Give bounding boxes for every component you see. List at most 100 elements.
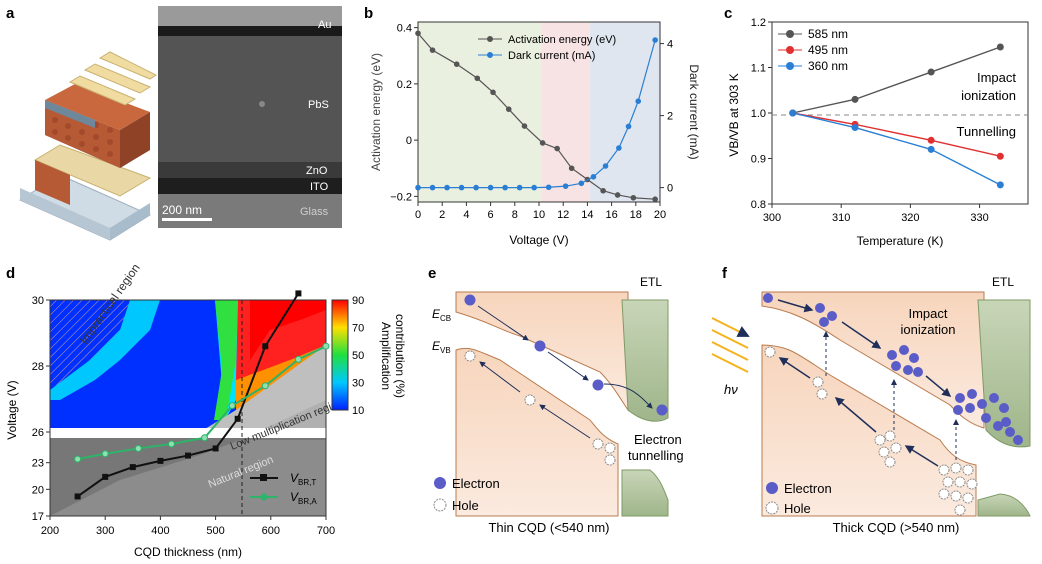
c-series-line: [792, 46, 1001, 114]
c-data-point: [789, 109, 797, 117]
c-xlabel: Temperature (K): [857, 234, 944, 248]
d-legend-marker-a: [260, 493, 268, 501]
electron: [464, 294, 476, 306]
b-legend-marker-activation: [487, 36, 493, 42]
c-x-ticks: 300 310 320 330: [763, 204, 989, 224]
device-schematic: [18, 51, 157, 241]
b-left-tick-label: 0.4: [397, 23, 412, 35]
b-left-tick-label: −0.2: [390, 191, 412, 203]
c-y-tick-label: 0.9: [751, 154, 766, 166]
d-data-point: [167, 440, 175, 448]
d-cbar-label-1: Amplification: [379, 322, 393, 390]
hole: [524, 394, 536, 406]
d-legend-sub-a: BR,A: [298, 497, 317, 506]
b-data-point: [590, 174, 597, 180]
e-legend-electron-marker: [434, 477, 446, 489]
f-impact-2: ionization: [901, 322, 956, 337]
panel-label-b: b: [364, 5, 373, 22]
b-right-ticks: 4 2 0: [660, 39, 673, 195]
c-legend-marker-360: [786, 62, 794, 70]
c-x-tick-label: 300: [763, 212, 781, 224]
b-shaded-region: [418, 22, 542, 202]
b-data-point: [578, 180, 585, 187]
c-legend-marker-495: [786, 46, 794, 54]
d-y-ticks: 30 28 26 23 20 17: [32, 295, 50, 523]
e-conduction-band: [455, 291, 629, 412]
f-light-arrows: [711, 317, 750, 373]
d-y-tick-label: 26: [32, 427, 44, 439]
d-y-tick-label: 28: [32, 361, 44, 373]
d-series: [74, 290, 330, 500]
d-legend-sub-t: BR,T: [298, 478, 316, 487]
electron: [592, 379, 604, 391]
f-legend-electron: Electron: [784, 481, 832, 496]
b-data-point: [415, 184, 421, 191]
c-legend-495: 495 nm: [808, 43, 848, 57]
d-data-point: [322, 342, 330, 350]
e-etl-label: ETL: [640, 275, 662, 289]
b-data-point: [490, 89, 496, 96]
b-data-point: [505, 106, 512, 112]
b-x-tick-label: 6: [488, 209, 494, 221]
d-data-point: [129, 464, 136, 471]
b-data-point: [539, 140, 546, 146]
b-x-tick-label: 10: [533, 209, 545, 221]
b-ylabel-left: Activation energy (eV): [369, 53, 383, 171]
b-data-point: [453, 61, 460, 67]
f-carriers: [763, 293, 1023, 516]
b-left-ticks: 0.4 0.2 0 −0.2: [390, 23, 418, 203]
b-series: [415, 30, 658, 202]
d-data-point: [74, 455, 82, 463]
b-data-point: [568, 165, 575, 172]
layer-au: Au: [318, 19, 331, 31]
b-shaded-region: [589, 22, 660, 202]
d-data-point: [201, 434, 209, 442]
e-legend-hole: Hole: [452, 498, 479, 513]
b-x-tick-label: 2: [439, 209, 445, 221]
b-data-point: [652, 37, 658, 43]
panel-label-e: e: [428, 265, 436, 282]
c-data-point: [927, 145, 935, 153]
b-x-ticks: 0 2 4 6 8 10 12 14 16 18 20: [415, 202, 666, 221]
f-etl-bottom: [977, 493, 1031, 517]
layer-glass: Glass: [300, 206, 329, 218]
c-y-ticks: 1.2 1.1 1.0 0.9 0.8: [751, 17, 772, 211]
c-series-line: [792, 112, 1001, 157]
d-data-point: [134, 444, 142, 452]
d-x-tick-label: 300: [96, 525, 114, 537]
c-data-point: [851, 124, 859, 132]
d-cbar-tick-label: 90: [352, 295, 364, 307]
b-x-tick-label: 12: [557, 209, 569, 221]
c-legend: 585 nm 495 nm 360 nm: [778, 27, 848, 73]
d-ylabel: Voltage (V): [5, 380, 19, 439]
d-x-tick-label: 600: [262, 525, 280, 537]
d-y-tick-label: 23: [32, 458, 44, 470]
panel-label-a: a: [6, 5, 15, 22]
d-legend-marker-t: [260, 474, 267, 481]
b-data-point: [545, 184, 552, 191]
scale-bar: [162, 218, 212, 221]
c-annot-impact: Impact: [977, 70, 1016, 85]
f-impact-1: Impact: [908, 306, 947, 321]
c-legend-marker-585: [786, 30, 794, 38]
d-xlabel: CQD thickness (nm): [134, 545, 242, 559]
b-data-point: [562, 183, 569, 189]
d-data-point: [295, 290, 302, 297]
d-legend-v1: V: [290, 471, 299, 485]
d-colorbar-ticks: 90 70 50 30 10: [352, 295, 364, 417]
b-legend-marker-current: [487, 52, 493, 58]
f-legend-electron-marker: [766, 482, 778, 494]
c-series: [789, 43, 1004, 189]
b-left-tick-label: 0.2: [397, 79, 412, 91]
f-etl-label: ETL: [992, 275, 1014, 289]
e-carriers: [464, 294, 668, 466]
b-data-point: [429, 47, 436, 53]
panel-b: b 0.40.20−0.2 420 0 2 4 6 8 10 12 14 16 18 20 Acti…: [364, 5, 701, 247]
b-x-tick-label: 20: [654, 209, 666, 221]
b-x-tick-label: 18: [630, 209, 642, 221]
c-legend-585: 585 nm: [808, 27, 848, 41]
c-annot-ionization: ionization: [961, 88, 1016, 103]
d-data-point: [262, 343, 269, 350]
d-data-point: [228, 402, 236, 410]
